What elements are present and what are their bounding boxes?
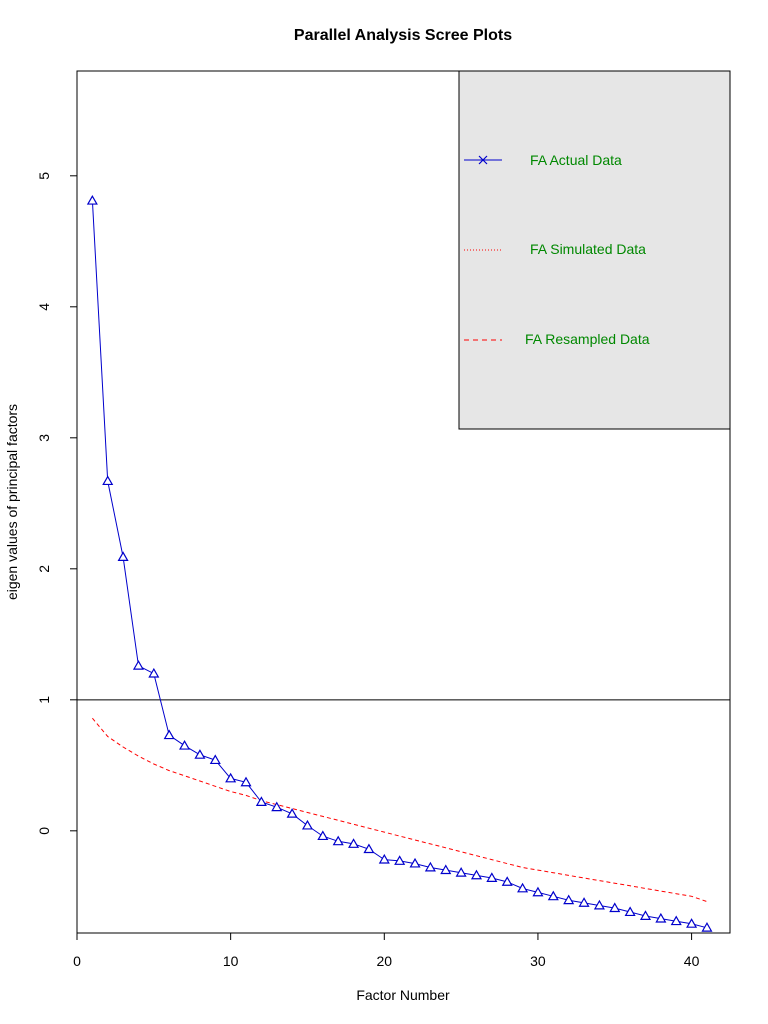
actual-point-28 bbox=[501, 876, 513, 886]
actual-point-23 bbox=[424, 861, 436, 872]
x-tick-label-20: 20 bbox=[377, 953, 393, 969]
actual-point-38 bbox=[655, 912, 667, 923]
actual-point-20 bbox=[378, 853, 390, 864]
legend-actual-label: FA Actual Data bbox=[530, 152, 622, 168]
actual-point-13 bbox=[271, 801, 283, 812]
actual-point-6 bbox=[163, 729, 175, 740]
x-axis: 0 10 20 30 40 bbox=[73, 932, 700, 969]
actual-point-27 bbox=[486, 872, 498, 882]
actual-point-41 bbox=[701, 922, 713, 932]
actual-point-2 bbox=[102, 475, 114, 486]
actual-point-39 bbox=[670, 915, 682, 926]
actual-point-3 bbox=[117, 551, 129, 561]
y-tick-label-2: 2 bbox=[36, 565, 52, 573]
actual-point-5 bbox=[148, 667, 160, 678]
actual-point-10 bbox=[225, 772, 237, 783]
actual-point-11 bbox=[240, 776, 252, 787]
x-axis-label: Factor Number bbox=[356, 987, 450, 1003]
y-tick-label-4: 4 bbox=[36, 303, 52, 311]
y-axis-label: eigen values of principal factors bbox=[4, 404, 20, 600]
y-tick-label-0: 0 bbox=[36, 827, 52, 835]
x-tick-label-10: 10 bbox=[223, 953, 239, 969]
actual-point-12 bbox=[255, 796, 267, 806]
actual-point-30 bbox=[532, 886, 544, 897]
actual-point-9 bbox=[209, 754, 221, 765]
y-axis: 0 1 2 3 4 5 bbox=[36, 172, 77, 835]
actual-point-29 bbox=[517, 882, 529, 893]
y-tick-label-3: 3 bbox=[36, 434, 52, 442]
actual-point-35 bbox=[609, 902, 621, 913]
actual-point-31 bbox=[547, 890, 559, 901]
y-tick-label-1: 1 bbox=[36, 696, 52, 704]
actual-point-24 bbox=[440, 864, 452, 875]
actual-point-25 bbox=[455, 867, 467, 877]
x-tick-label-40: 40 bbox=[684, 953, 700, 969]
actual-point-7 bbox=[179, 739, 191, 750]
actual-point-32 bbox=[563, 894, 575, 905]
actual-data-markers bbox=[86, 194, 713, 932]
actual-point-33 bbox=[578, 897, 590, 907]
x-tick-label-0: 0 bbox=[73, 953, 81, 969]
actual-point-8 bbox=[194, 749, 206, 759]
x-tick-label-30: 30 bbox=[530, 953, 546, 969]
legend-resampled-label: FA Resampled Data bbox=[525, 331, 650, 347]
actual-point-1 bbox=[86, 194, 98, 205]
y-tick-label-5: 5 bbox=[36, 172, 52, 180]
actual-point-37 bbox=[639, 910, 652, 920]
legend-simulated-label: FA Simulated Data bbox=[530, 241, 646, 257]
actual-point-36 bbox=[624, 906, 636, 917]
actual-point-34 bbox=[593, 899, 605, 910]
actual-point-17 bbox=[332, 835, 344, 846]
legend: FA Actual Data FA Simulated Data FA Resa… bbox=[458, 70, 731, 430]
actual-point-18 bbox=[348, 838, 360, 848]
actual-point-21 bbox=[394, 855, 406, 865]
legend-actual-x-marker bbox=[478, 155, 488, 165]
actual-point-4 bbox=[132, 660, 144, 670]
legend-box bbox=[458, 70, 731, 430]
actual-point-14 bbox=[286, 808, 298, 818]
actual-point-40 bbox=[686, 918, 698, 928]
actual-point-16 bbox=[317, 830, 329, 841]
resampled-data-line bbox=[92, 717, 708, 903]
chart-title: Parallel Analysis Scree Plots bbox=[294, 27, 512, 44]
actual-point-15 bbox=[301, 819, 314, 830]
actual-point-26 bbox=[470, 869, 483, 880]
actual-point-22 bbox=[409, 857, 421, 868]
actual-point-19 bbox=[363, 843, 375, 854]
